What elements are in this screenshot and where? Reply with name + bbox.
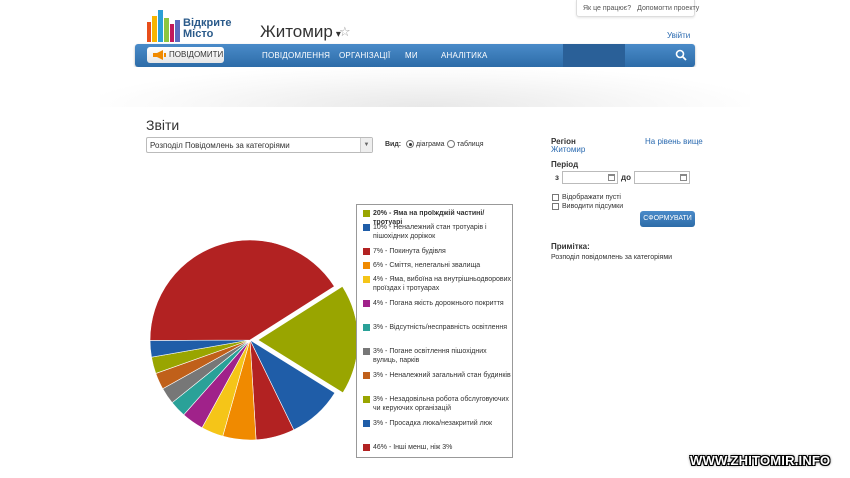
city-name: Житомир bbox=[260, 22, 333, 41]
legend-label: 7% - Покинута будівля bbox=[373, 248, 446, 255]
legend-swatch bbox=[363, 248, 370, 255]
report-type-value: Розподіл Повідомлень за категоріями bbox=[150, 141, 290, 150]
legend-label: 3% - Погане освітлення пішохідних вулиць… bbox=[373, 348, 487, 364]
period-label: Період bbox=[551, 160, 579, 169]
nav-item-messages[interactable]: ПОВІДОМЛЕННЯ bbox=[262, 51, 331, 60]
legend-swatch bbox=[363, 276, 370, 283]
legend-swatch bbox=[363, 444, 370, 451]
legend-label: 10% - Неналежний стан тротуарів і пішохі… bbox=[373, 224, 487, 240]
view-label: Вид: bbox=[385, 141, 402, 148]
logo-icon[interactable] bbox=[146, 8, 241, 42]
legend-swatch bbox=[363, 396, 370, 403]
legend-label: 3% - Неналежний загальний стан будинків bbox=[373, 372, 511, 379]
legend-label: 46% - Інші менш, ніж 3% bbox=[373, 444, 453, 451]
top-links: Як це працює? Допомогти проекту bbox=[576, 0, 699, 17]
brand-name[interactable]: Відкрите Місто bbox=[183, 18, 231, 40]
view-chart-label: діаграма bbox=[416, 141, 445, 148]
megaphone-icon bbox=[153, 50, 166, 60]
view-chart-radio[interactable] bbox=[406, 140, 414, 148]
legend-swatch bbox=[363, 420, 370, 427]
legend-label: 3% - Незадовільна робота обслуговуючих ч… bbox=[373, 396, 509, 412]
region-value-link[interactable]: Житомир bbox=[551, 145, 586, 154]
how-it-works-link[interactable]: Як це працює? bbox=[583, 5, 632, 12]
legend-swatch bbox=[363, 348, 370, 355]
report-type-select[interactable]: Розподіл Повідомлень за категоріями ▼ bbox=[146, 137, 373, 153]
legend-label: 3% - Просадка люка/незакритий люк bbox=[373, 420, 493, 427]
brand-line1: Відкрите bbox=[183, 17, 232, 29]
header-shadow bbox=[100, 67, 750, 107]
show-totals-checkbox[interactable] bbox=[552, 203, 559, 210]
nav-item-analytics[interactable]: АНАЛІТИКА bbox=[441, 51, 488, 60]
level-up-link[interactable]: На рівень вище bbox=[645, 137, 703, 146]
legend-label: 3% - Відсутність/несправність освітлення bbox=[373, 324, 508, 331]
brand-line2: Місто bbox=[183, 28, 214, 40]
show-empty-label: Відображати пусті bbox=[562, 194, 621, 201]
city-selector[interactable]: Житомир ▾ bbox=[260, 22, 341, 42]
favorite-star-icon[interactable]: ☆ bbox=[339, 24, 351, 39]
login-link[interactable]: Увійти bbox=[667, 31, 691, 40]
help-project-link[interactable]: Допомогти проекту bbox=[637, 5, 700, 12]
view-table-label: таблиця bbox=[457, 141, 484, 148]
report-button[interactable]: ПОВІДОМИТИ bbox=[147, 47, 224, 63]
nav-item-organizations[interactable]: ОРГАНІЗАЦІЇ bbox=[339, 51, 391, 60]
page-title: Звіти bbox=[146, 117, 180, 133]
show-empty-checkbox[interactable] bbox=[552, 194, 559, 201]
nav-active-highlight bbox=[563, 44, 625, 67]
calendar-icon[interactable] bbox=[680, 174, 687, 181]
pie-chart bbox=[149, 239, 359, 441]
legend-swatch bbox=[363, 224, 370, 231]
legend-swatch bbox=[363, 300, 370, 307]
chart-legend: 20% - Яма на проїжджій частині/тротуарі 1… bbox=[356, 204, 513, 458]
legend-label: 4% - Погана якість дорожнього покриття bbox=[373, 300, 504, 307]
view-table-radio[interactable] bbox=[447, 140, 455, 148]
note-label: Примітка: bbox=[551, 242, 590, 251]
chevron-down-icon: ▼ bbox=[360, 138, 372, 152]
chevron-down-icon: ▾ bbox=[335, 29, 341, 40]
period-from-input[interactable] bbox=[562, 171, 618, 184]
show-totals-label: Виводити підсумки bbox=[562, 203, 624, 210]
calendar-icon[interactable] bbox=[608, 174, 615, 181]
pie-slice-11[interactable] bbox=[149, 239, 335, 341]
legend-swatch bbox=[363, 372, 370, 379]
nav-item-about[interactable]: МИ bbox=[405, 51, 418, 60]
search-icon[interactable] bbox=[675, 49, 687, 61]
watermark: WWW.ZHITOMIR.INFO bbox=[690, 453, 831, 468]
legend-label: 20% - Яма на проїжджій частині/тротуарі bbox=[373, 210, 485, 226]
region-label: Регіон bbox=[551, 137, 576, 146]
legend-swatch bbox=[363, 210, 370, 217]
period-from-label: з bbox=[555, 173, 559, 182]
legend-label: 6% - Сміття, нелегальні звалища bbox=[373, 262, 481, 269]
legend-label: 4% - Яма, вибоїна на внутрішньодворових … bbox=[373, 276, 512, 292]
generate-report-button[interactable]: СФОРМУВАТИ bbox=[640, 211, 695, 227]
legend-swatch bbox=[363, 324, 370, 331]
note-text: Розподіл повідомлень за категоріями bbox=[551, 254, 673, 261]
period-to-label: до bbox=[621, 173, 631, 182]
report-button-label: ПОВІДОМИТИ bbox=[169, 50, 224, 59]
period-to-input[interactable] bbox=[634, 171, 690, 184]
legend-swatch bbox=[363, 262, 370, 269]
main-navbar: ПОВІДОМИТИ ПОВІДОМЛЕННЯ ОРГАНІЗАЦІЇ МИ А… bbox=[135, 44, 695, 67]
